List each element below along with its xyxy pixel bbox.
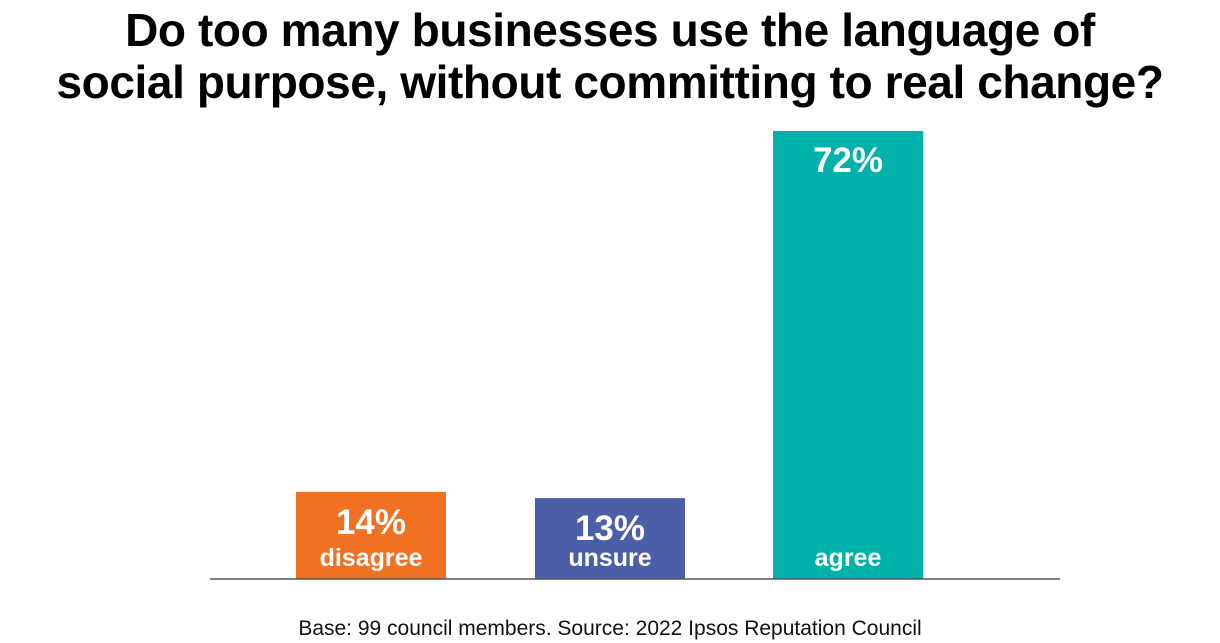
bar-agree — [773, 131, 923, 579]
bar-value-label-agree: 72% — [813, 141, 883, 180]
bar-unsure — [535, 498, 685, 579]
chart-title: Do too many businesses use the language … — [0, 4, 1220, 108]
bar-category-label-agree: agree — [815, 544, 882, 572]
chart-title-line-1: Do too many businesses use the language … — [125, 4, 1095, 56]
bar-value-label-unsure: 13% — [575, 509, 645, 548]
bar-category-label-unsure: unsure — [568, 544, 651, 572]
chart-title-line-2: social purpose, without committing to re… — [56, 56, 1164, 108]
bars-group: 14%disagree 13%unsure 72% agree — [296, 131, 923, 579]
chart-footnote: Base: 99 council members. Source: 2022 I… — [298, 617, 922, 640]
bar-value-label-disagree: 14% — [336, 503, 406, 542]
bar-disagree — [296, 491, 446, 579]
bar-category-label-disagree: disagree — [320, 544, 423, 572]
